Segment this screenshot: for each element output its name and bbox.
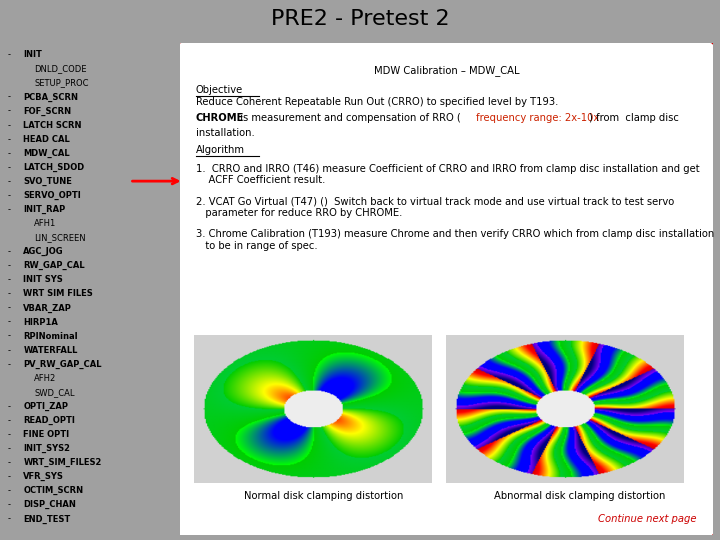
Text: is measurement and compensation of RRO (: is measurement and compensation of RRO ( <box>237 113 461 123</box>
Text: SWD_CAL: SWD_CAL <box>35 388 75 397</box>
Text: -: - <box>7 247 10 256</box>
Text: LATCH SCRN: LATCH SCRN <box>23 120 82 130</box>
Text: INIT_SYS2: INIT_SYS2 <box>23 444 71 453</box>
Text: AFH1: AFH1 <box>35 219 56 228</box>
Text: INIT SYS: INIT SYS <box>23 275 63 285</box>
Text: -: - <box>7 134 10 144</box>
Text: VBAR_ZAP: VBAR_ZAP <box>23 303 72 313</box>
Text: -: - <box>7 177 10 186</box>
Text: -: - <box>7 303 10 313</box>
Text: SVO_TUNE: SVO_TUNE <box>23 177 72 186</box>
Text: -: - <box>7 149 10 158</box>
Text: -: - <box>7 515 10 523</box>
Text: Abnormal disk clamping distortion: Abnormal disk clamping distortion <box>494 491 665 501</box>
Text: SETUP_PROC: SETUP_PROC <box>35 78 89 87</box>
Text: Objective: Objective <box>196 85 243 95</box>
Text: LATCH_SDOD: LATCH_SDOD <box>23 163 85 172</box>
Text: -: - <box>7 163 10 172</box>
Text: WRT SIM FILES: WRT SIM FILES <box>23 289 93 299</box>
Text: -: - <box>7 472 10 481</box>
Text: ) from  clamp disc: ) from clamp disc <box>589 113 679 123</box>
Text: RPINominal: RPINominal <box>23 332 78 341</box>
Text: -: - <box>7 346 10 355</box>
Text: PRE2 - Pretest 2: PRE2 - Pretest 2 <box>271 9 449 29</box>
Text: SERVO_OPTI: SERVO_OPTI <box>23 191 81 200</box>
Text: PCBA_SCRN: PCBA_SCRN <box>23 92 78 102</box>
Text: -: - <box>7 416 10 425</box>
Text: -: - <box>7 318 10 327</box>
Text: -: - <box>7 458 10 467</box>
Text: -: - <box>7 50 10 59</box>
Text: RW_GAP_CAL: RW_GAP_CAL <box>23 261 85 271</box>
Text: Algorithm: Algorithm <box>196 145 245 156</box>
Text: -: - <box>7 275 10 285</box>
Text: DISP_CHAN: DISP_CHAN <box>23 501 76 509</box>
Text: INIT: INIT <box>23 50 42 59</box>
Text: HEAD CAL: HEAD CAL <box>23 134 70 144</box>
Text: -: - <box>7 106 10 116</box>
Text: -: - <box>7 191 10 200</box>
Text: installation.: installation. <box>196 128 255 138</box>
Text: VFR_SYS: VFR_SYS <box>23 472 64 481</box>
Text: 1.  CRRO and IRRO (T46) measure Coefficient of CRRO and IRRO from clamp disc ins: 1. CRRO and IRRO (T46) measure Coefficie… <box>196 164 700 185</box>
Text: -: - <box>7 430 10 439</box>
Text: Continue next page: Continue next page <box>598 514 697 524</box>
Text: -: - <box>7 360 10 369</box>
Text: -: - <box>7 261 10 271</box>
Text: WRT_SIM_FILES2: WRT_SIM_FILES2 <box>23 458 102 467</box>
Text: -: - <box>7 486 10 495</box>
Text: -: - <box>7 402 10 411</box>
Text: 2. VCAT Go Virtual (T47) ()  Switch back to virtual track mode and use virtual t: 2. VCAT Go Virtual (T47) () Switch back … <box>196 197 674 218</box>
Text: INIT_RAP: INIT_RAP <box>23 205 66 214</box>
Text: frequency range: 2x-10x: frequency range: 2x-10x <box>476 113 599 123</box>
Text: END_TEST: END_TEST <box>23 515 71 523</box>
Text: -: - <box>7 205 10 214</box>
Text: LIN_SCREEN: LIN_SCREEN <box>35 233 86 242</box>
Text: -: - <box>7 120 10 130</box>
Text: -: - <box>7 92 10 102</box>
Text: FINE OPTI: FINE OPTI <box>23 430 70 439</box>
Text: DNLD_CODE: DNLD_CODE <box>35 64 86 73</box>
Text: HIRP1A: HIRP1A <box>23 318 58 327</box>
Text: -: - <box>7 289 10 299</box>
Text: PV_RW_GAP_CAL: PV_RW_GAP_CAL <box>23 360 102 369</box>
Text: -: - <box>7 332 10 341</box>
Text: AGC_JOG: AGC_JOG <box>23 247 64 256</box>
Text: AFH2: AFH2 <box>35 374 56 383</box>
Text: MDW Calibration – MDW_CAL: MDW Calibration – MDW_CAL <box>374 65 519 76</box>
Text: MDW_CAL: MDW_CAL <box>23 149 70 158</box>
Text: -: - <box>7 501 10 509</box>
Text: 3. Chrome Calibration (T193) measure Chrome and then verify CRRO which from clam: 3. Chrome Calibration (T193) measure Chr… <box>196 229 714 251</box>
Text: OCTIM_SCRN: OCTIM_SCRN <box>23 486 84 495</box>
Text: FOF_SCRN: FOF_SCRN <box>23 106 71 116</box>
Text: Reduce Coherent Repeatable Run Out (CRRO) to specified level by T193.: Reduce Coherent Repeatable Run Out (CRRO… <box>196 97 558 107</box>
Text: Normal disk clamping distortion: Normal disk clamping distortion <box>244 491 403 501</box>
Text: WATERFALL: WATERFALL <box>23 346 78 355</box>
Text: -: - <box>7 444 10 453</box>
Text: OPTI_ZAP: OPTI_ZAP <box>23 402 68 411</box>
Text: READ_OPTI: READ_OPTI <box>23 416 76 425</box>
Text: CHROME: CHROME <box>196 113 244 123</box>
FancyBboxPatch shape <box>176 40 716 538</box>
